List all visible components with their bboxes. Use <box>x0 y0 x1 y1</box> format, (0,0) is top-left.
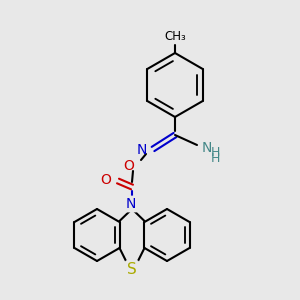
Text: H: H <box>211 146 220 158</box>
Text: N: N <box>202 141 212 155</box>
Text: O: O <box>123 159 134 173</box>
Text: CH₃: CH₃ <box>164 31 186 44</box>
Text: S: S <box>127 262 137 278</box>
Text: O: O <box>100 173 111 187</box>
Text: N: N <box>126 197 136 211</box>
Text: H: H <box>211 152 220 166</box>
Text: N: N <box>136 143 147 157</box>
